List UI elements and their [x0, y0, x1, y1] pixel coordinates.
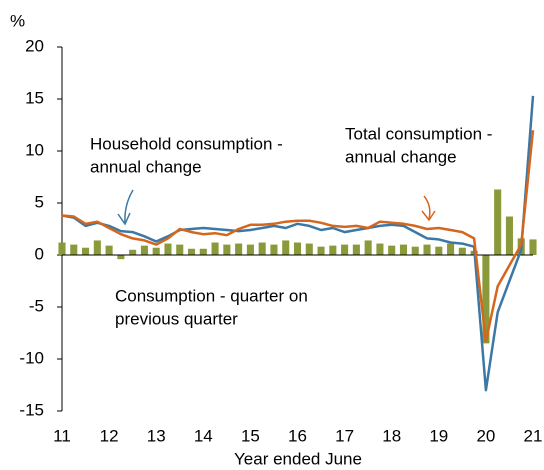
x-tick-label: 14	[194, 426, 213, 445]
bar	[352, 244, 360, 255]
y-tick-label: -5	[29, 296, 44, 315]
bar	[458, 247, 466, 255]
bar	[270, 244, 278, 255]
bar	[58, 242, 66, 255]
bar	[235, 243, 243, 255]
y-tick-label: 0	[35, 244, 44, 263]
bar	[341, 244, 349, 255]
bar	[447, 243, 455, 255]
x-tick-label: 18	[382, 426, 401, 445]
y-tick-label: 10	[25, 140, 44, 159]
bar	[258, 242, 266, 255]
bar	[211, 242, 219, 255]
bar	[117, 255, 125, 260]
bar	[93, 240, 101, 255]
x-tick-label: 19	[429, 426, 448, 445]
annotation: previous quarter	[115, 309, 238, 328]
annotation: Household consumption -	[90, 134, 283, 153]
bar	[282, 240, 290, 255]
bar	[388, 245, 396, 255]
annotation: annual change	[90, 157, 202, 176]
bar	[140, 245, 148, 255]
bar	[423, 244, 431, 255]
bar	[152, 247, 160, 255]
bar	[376, 243, 384, 255]
bar	[364, 240, 372, 255]
y-tick-label: -15	[19, 400, 44, 419]
bar	[246, 244, 254, 255]
x-axis-label: Year ended June	[234, 449, 362, 468]
bar	[305, 243, 313, 255]
bar	[494, 189, 502, 255]
bar	[199, 248, 207, 255]
arrow	[423, 195, 431, 220]
bar	[129, 249, 137, 255]
bar	[482, 255, 490, 344]
bar	[399, 244, 408, 255]
y-unit: %	[10, 11, 25, 30]
bar	[70, 244, 78, 255]
x-tick-label: 11	[53, 426, 71, 445]
x-tick-label: 13	[147, 426, 166, 445]
y-tick-label: 5	[35, 192, 44, 211]
annotation: annual change	[345, 147, 457, 166]
bar	[105, 245, 113, 255]
x-tick-label: 12	[100, 426, 119, 445]
bar	[505, 216, 513, 255]
bar	[223, 244, 231, 255]
line	[61, 95, 535, 392]
x-tick-label: 20	[476, 426, 495, 445]
bar	[187, 248, 196, 255]
y-tick-label: 20	[25, 36, 44, 55]
x-tick-label: 16	[288, 426, 307, 445]
y-tick-label: -10	[19, 348, 44, 367]
bar	[82, 247, 90, 255]
bar	[164, 243, 172, 255]
arrow	[124, 189, 134, 224]
annotation: Total consumption -	[345, 124, 492, 143]
bar	[329, 245, 337, 255]
x-tick-label: 21	[524, 426, 543, 445]
bar	[411, 246, 419, 255]
annotation: Consumption - quarter on	[115, 286, 308, 305]
arrow-head	[421, 210, 436, 222]
bar	[529, 239, 537, 255]
x-tick-label: 15	[241, 426, 260, 445]
bar	[435, 246, 443, 255]
arrow-head	[117, 212, 131, 226]
line	[61, 130, 535, 343]
bar	[317, 246, 325, 255]
y-tick-label: 15	[25, 88, 44, 107]
bar	[293, 242, 302, 255]
bar	[176, 244, 184, 255]
x-tick-label: 17	[335, 426, 354, 445]
